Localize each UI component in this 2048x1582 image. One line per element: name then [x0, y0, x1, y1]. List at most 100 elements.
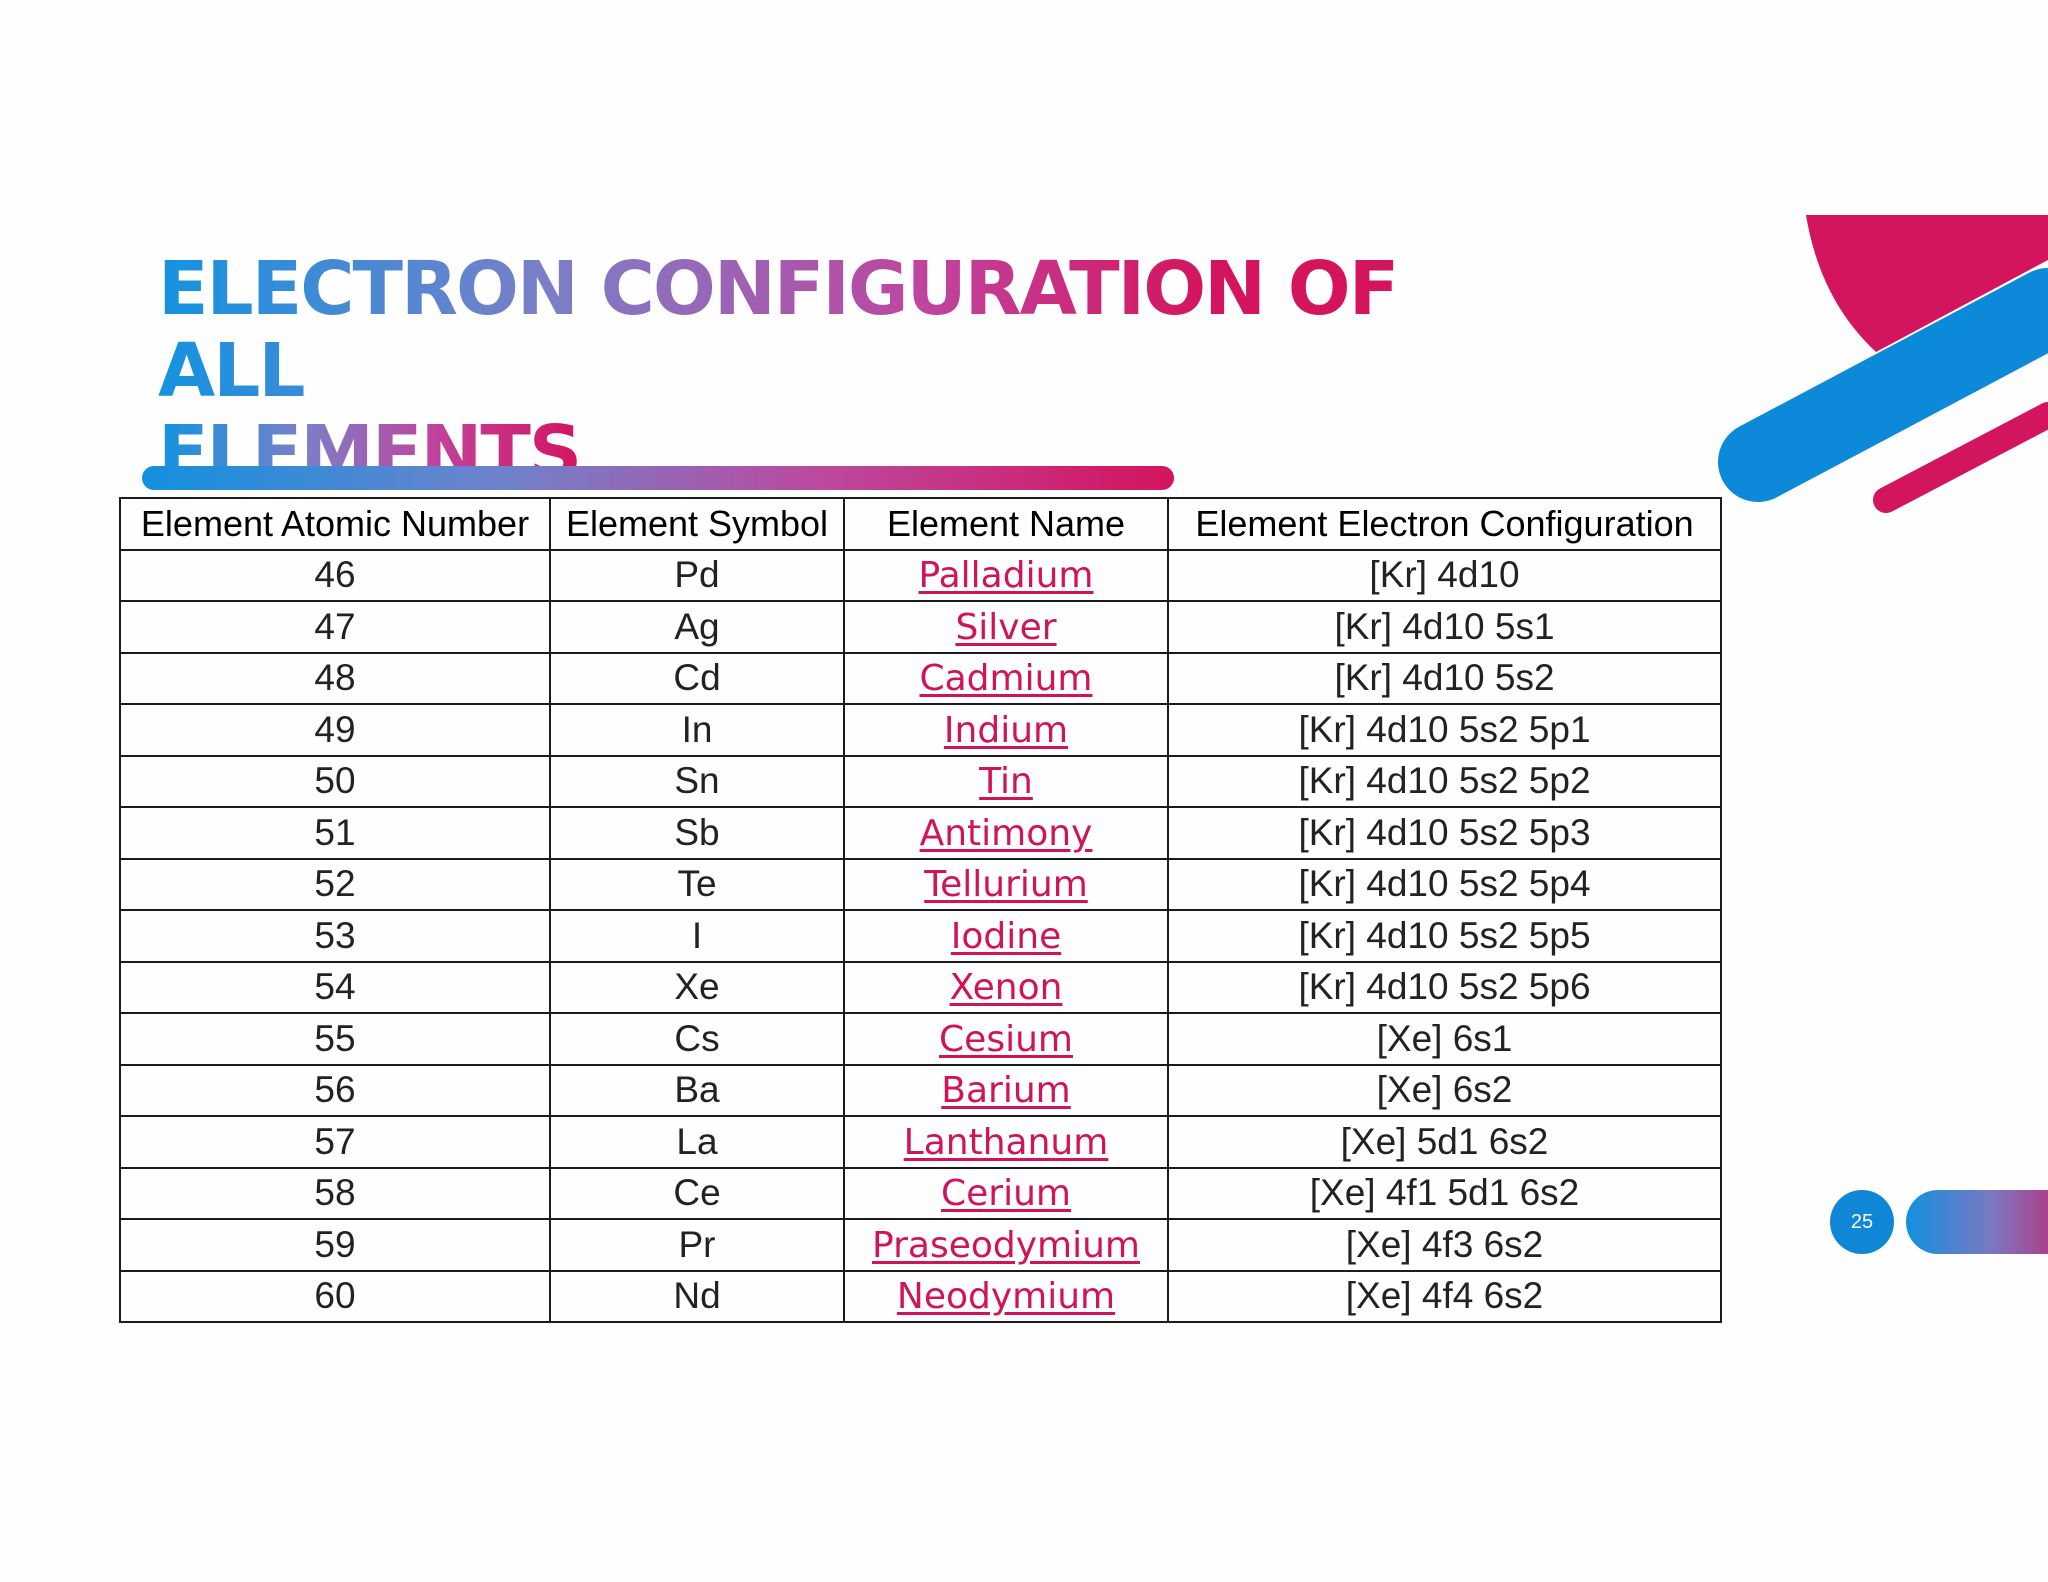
table-row: 52 Te Tellurium [Kr] 4d10 5s2 5p4 — [119, 857, 1722, 911]
header-name: Element Name — [843, 497, 1169, 551]
atomic-number-cell: 52 — [119, 857, 551, 911]
atomic-number-cell: 48 — [119, 651, 551, 705]
name-cell: Barium — [843, 1063, 1169, 1117]
configuration-cell: [Xe] 6s2 — [1167, 1063, 1722, 1117]
element-name-link[interactable]: Tellurium — [924, 864, 1088, 906]
configuration-cell: [Kr] 4d10 5s2 5p4 — [1167, 857, 1722, 911]
symbol-cell: Xe — [549, 960, 845, 1014]
electron-configuration-table: Element Atomic Number Element Symbol Ele… — [119, 497, 1722, 1323]
name-cell: Tellurium — [843, 857, 1169, 911]
slide-title: ELECTRON CONFIGURATION OF ALL ELEMENTS — [158, 248, 1558, 494]
element-name-link[interactable]: Cerium — [941, 1173, 1071, 1215]
table-row: 48 Cd Cadmium [Kr] 4d10 5s2 — [119, 651, 1722, 705]
table-header-row: Element Atomic Number Element Symbol Ele… — [119, 497, 1722, 551]
configuration-cell: [Kr] 4d10 5s2 5p6 — [1167, 960, 1722, 1014]
atomic-number-cell: 50 — [119, 754, 551, 808]
configuration-cell: [Xe] 4f1 5d1 6s2 — [1167, 1166, 1722, 1220]
table-row: 55 Cs Cesium [Xe] 6s1 — [119, 1012, 1722, 1066]
atomic-number-cell: 46 — [119, 548, 551, 602]
table-row: 56 Ba Barium [Xe] 6s2 — [119, 1063, 1722, 1117]
table-row: 47 Ag Silver [Kr] 4d10 5s1 — [119, 600, 1722, 654]
atomic-number-cell: 57 — [119, 1115, 551, 1169]
element-name-link[interactable]: Iodine — [950, 915, 1062, 957]
element-name-link[interactable]: Barium — [941, 1070, 1071, 1112]
name-cell: Silver — [843, 600, 1169, 654]
name-cell: Neodymium — [843, 1269, 1169, 1323]
atomic-number-cell: 59 — [119, 1218, 551, 1272]
atomic-number-cell: 55 — [119, 1012, 551, 1066]
element-name-link[interactable]: Neodymium — [896, 1276, 1116, 1318]
table-row: 60 Nd Neodymium [Xe] 4f4 6s2 — [119, 1269, 1722, 1323]
symbol-cell: Sn — [549, 754, 845, 808]
table-row: 51 Sb Antimony [Kr] 4d10 5s2 5p3 — [119, 806, 1722, 860]
symbol-cell: Sb — [549, 806, 845, 860]
symbol-cell: Pd — [549, 548, 845, 602]
atomic-number-cell: 54 — [119, 960, 551, 1014]
atomic-number-cell: 58 — [119, 1166, 551, 1220]
name-cell: Praseodymium — [843, 1218, 1169, 1272]
element-name-link[interactable]: Praseodymium — [872, 1224, 1140, 1266]
symbol-cell: Pr — [549, 1218, 845, 1272]
element-name-link[interactable]: Cadmium — [919, 658, 1093, 700]
symbol-cell: Ag — [549, 600, 845, 654]
atomic-number-cell: 49 — [119, 703, 551, 757]
symbol-cell: In — [549, 703, 845, 757]
name-cell: Palladium — [843, 548, 1169, 602]
name-cell: Xenon — [843, 960, 1169, 1014]
table-row: 49 In Indium [Kr] 4d10 5s2 5p1 — [119, 703, 1722, 757]
title-underline-bar — [142, 466, 1174, 490]
header-configuration: Element Electron Configuration — [1167, 497, 1722, 551]
table-row: 46 Pd Palladium [Kr] 4d10 — [119, 548, 1722, 602]
configuration-cell: [Kr] 4d10 — [1167, 548, 1722, 602]
name-cell: Iodine — [843, 909, 1169, 963]
name-cell: Cadmium — [843, 651, 1169, 705]
page-number-decor-pill — [1906, 1190, 2048, 1254]
element-name-link[interactable]: Antimony — [919, 812, 1093, 854]
atomic-number-cell: 56 — [119, 1063, 551, 1117]
decorative-stripes-graphic — [1718, 215, 2048, 513]
name-cell: Indium — [843, 703, 1169, 757]
symbol-cell: Cd — [549, 651, 845, 705]
configuration-cell: [Xe] 4f4 6s2 — [1167, 1269, 1722, 1323]
table-row: 59 Pr Praseodymium [Xe] 4f3 6s2 — [119, 1218, 1722, 1272]
symbol-cell: La — [549, 1115, 845, 1169]
page-number-badge: 25 — [1830, 1190, 1894, 1254]
atomic-number-cell: 53 — [119, 909, 551, 963]
configuration-cell: [Kr] 4d10 5s2 5p5 — [1167, 909, 1722, 963]
symbol-cell: Ce — [549, 1166, 845, 1220]
magenta-quarter-shape — [1806, 215, 2048, 352]
element-name-link[interactable]: Palladium — [918, 555, 1094, 597]
symbol-cell: Te — [549, 857, 845, 911]
configuration-cell: [Xe] 4f3 6s2 — [1167, 1218, 1722, 1272]
table-row: 53 I Iodine [Kr] 4d10 5s2 5p5 — [119, 909, 1722, 963]
table-row: 54 Xe Xenon [Kr] 4d10 5s2 5p6 — [119, 960, 1722, 1014]
configuration-cell: [Kr] 4d10 5s2 5p2 — [1167, 754, 1722, 808]
configuration-cell: [Kr] 4d10 5s2 5p3 — [1167, 806, 1722, 860]
symbol-cell: Cs — [549, 1012, 845, 1066]
symbol-cell: Ba — [549, 1063, 845, 1117]
magenta-stripe — [1873, 402, 2048, 513]
name-cell: Cerium — [843, 1166, 1169, 1220]
configuration-cell: [Xe] 6s1 — [1167, 1012, 1722, 1066]
symbol-cell: Nd — [549, 1269, 845, 1323]
atomic-number-cell: 47 — [119, 600, 551, 654]
name-cell: Cesium — [843, 1012, 1169, 1066]
element-name-link[interactable]: Indium — [943, 709, 1069, 751]
configuration-cell: [Kr] 4d10 5s2 5p1 — [1167, 703, 1722, 757]
name-cell: Antimony — [843, 806, 1169, 860]
element-name-link[interactable]: Silver — [955, 606, 1057, 648]
atomic-number-cell: 60 — [119, 1269, 551, 1323]
header-symbol: Element Symbol — [549, 497, 845, 551]
atomic-number-cell: 51 — [119, 806, 551, 860]
element-name-link[interactable]: Xenon — [949, 967, 1063, 1009]
blue-stripe — [1718, 268, 2048, 502]
table-row: 50 Sn Tin [Kr] 4d10 5s2 5p2 — [119, 754, 1722, 808]
symbol-cell: I — [549, 909, 845, 963]
element-name-link[interactable]: Tin — [979, 761, 1033, 803]
header-atomic-number: Element Atomic Number — [119, 497, 551, 551]
configuration-cell: [Xe] 5d1 6s2 — [1167, 1115, 1722, 1169]
element-name-link[interactable]: Cesium — [939, 1018, 1073, 1060]
configuration-cell: [Kr] 4d10 5s1 — [1167, 600, 1722, 654]
table-row: 57 La Lanthanum [Xe] 5d1 6s2 — [119, 1115, 1722, 1169]
element-name-link[interactable]: Lanthanum — [903, 1121, 1109, 1163]
